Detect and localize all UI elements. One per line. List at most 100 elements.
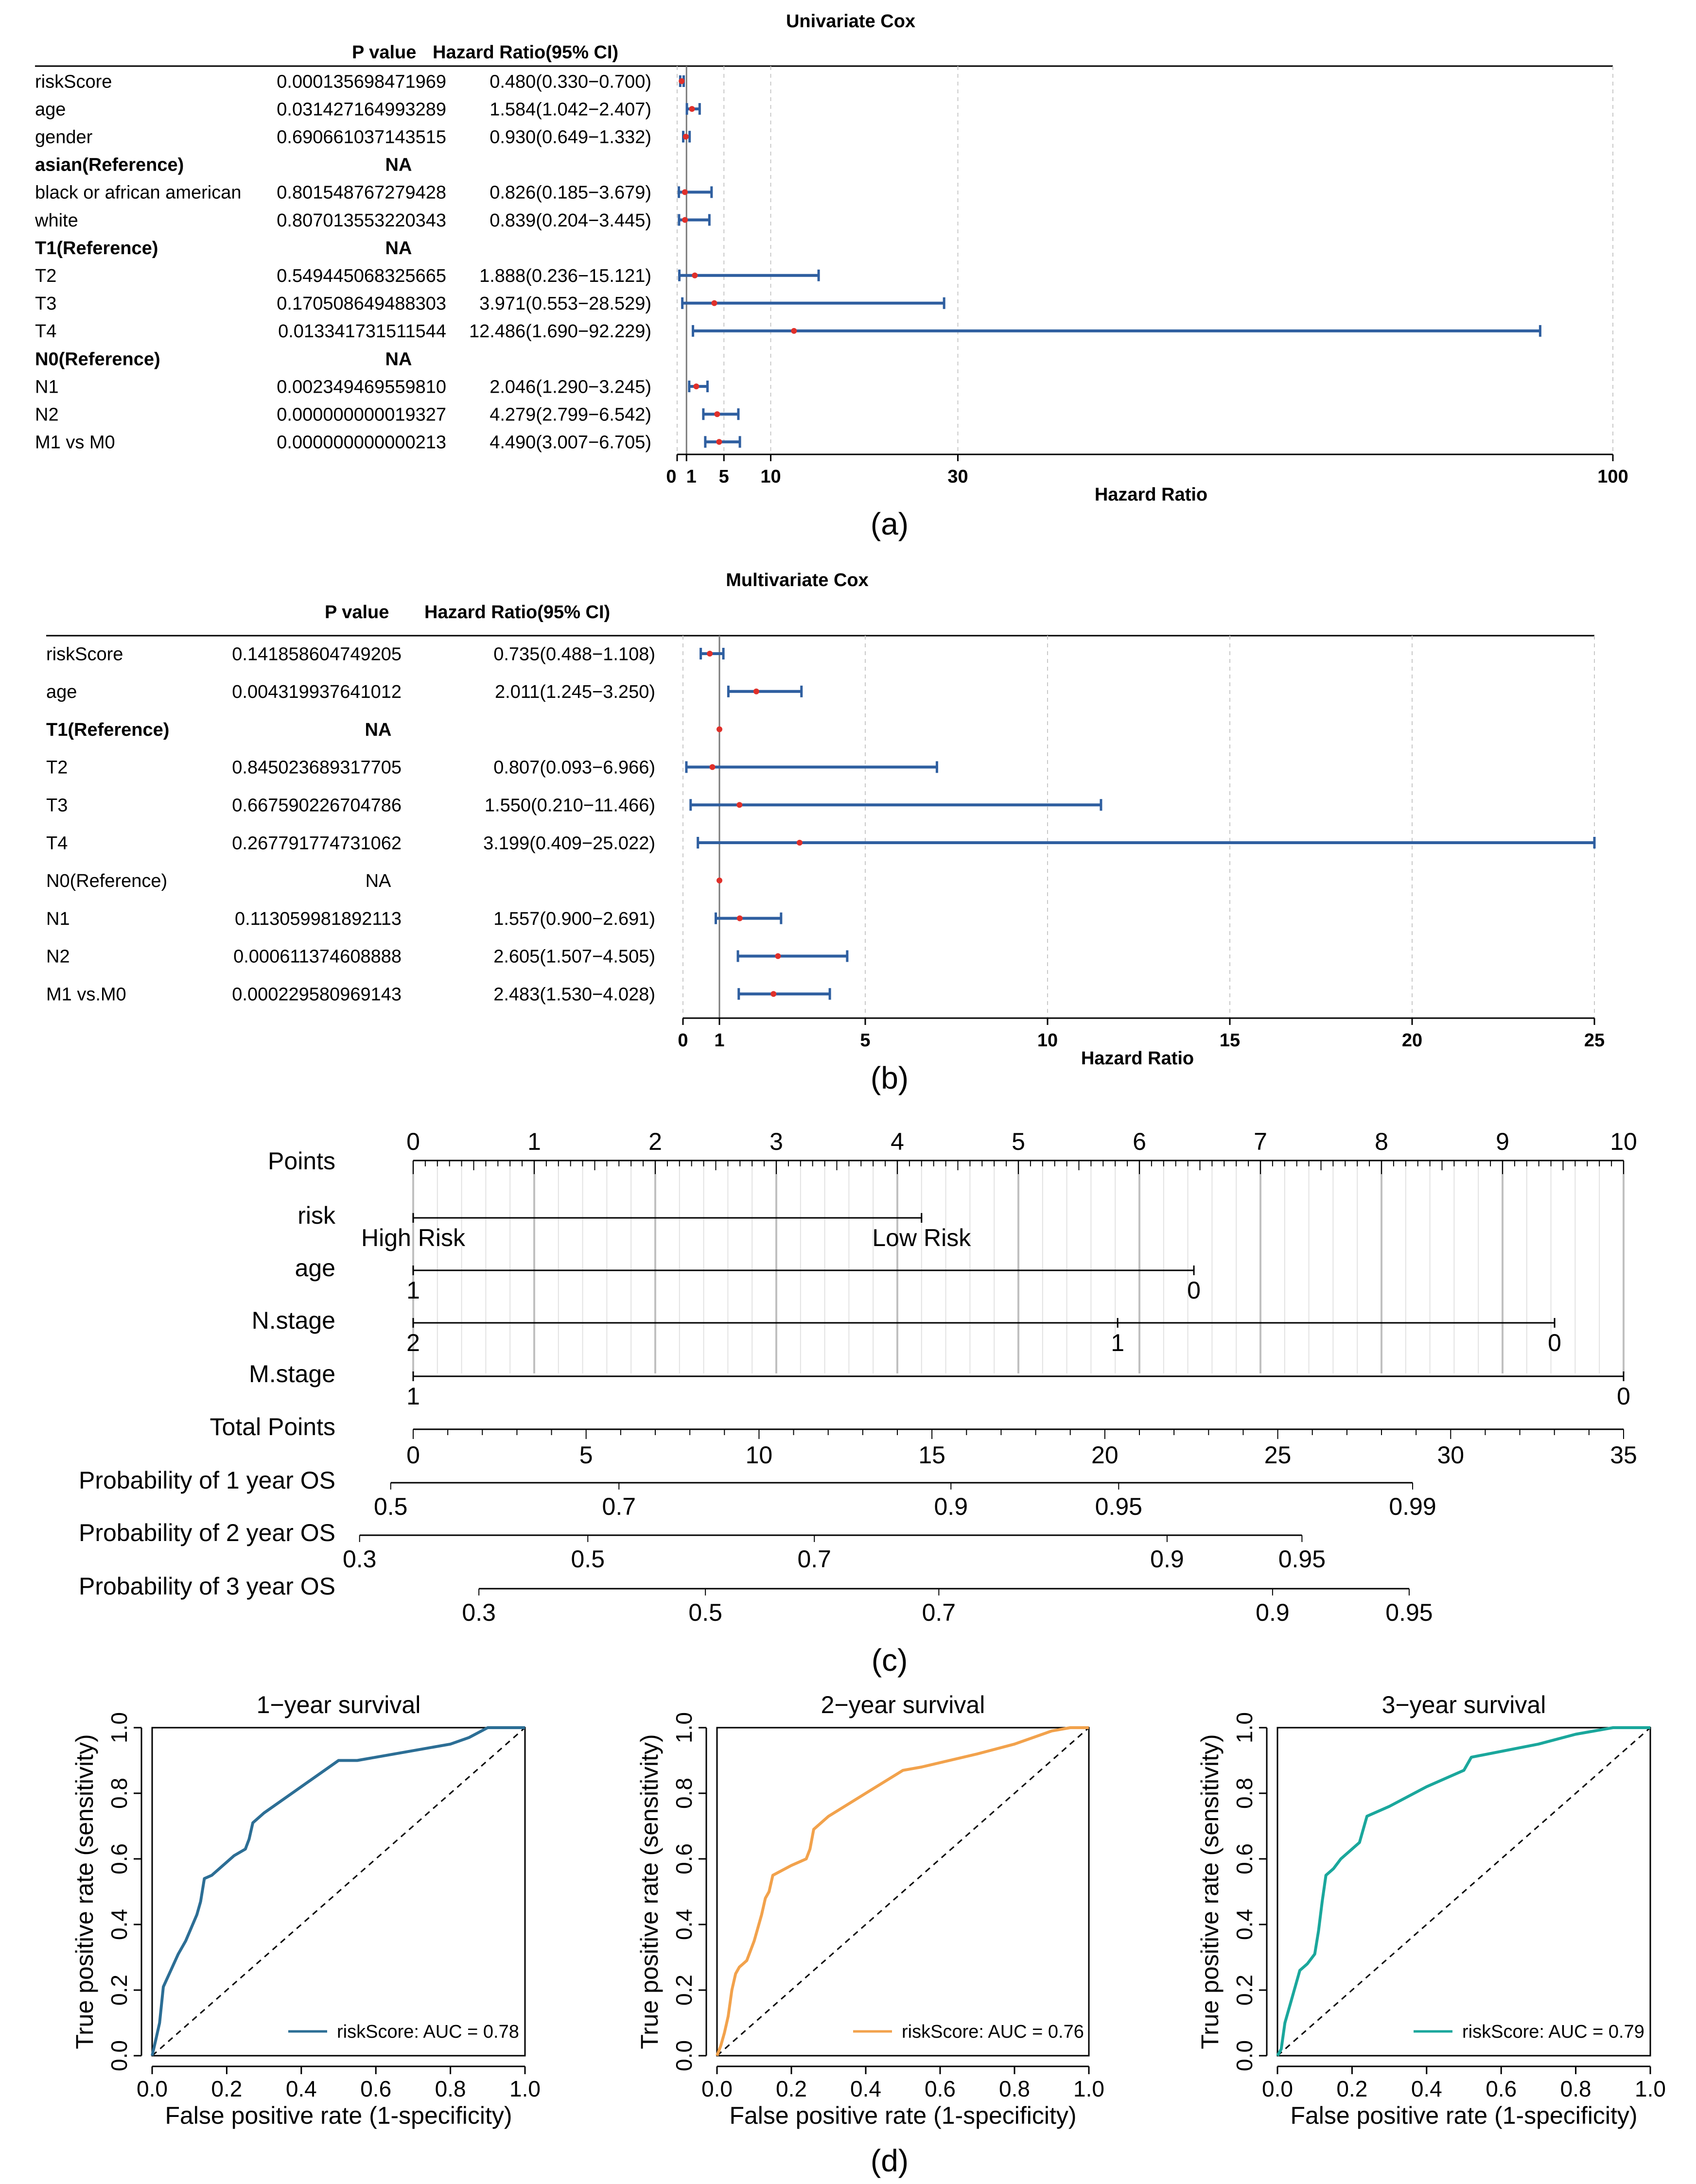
x-axis-title: Hazard Ratio [1095, 485, 1207, 505]
row-hazard-ratio: 0.826(0.185−3.679) [490, 183, 651, 203]
nomogram-row-label: Probability of 3 year OS [79, 1573, 335, 1600]
y-axis-title: True positive rate (sensitivity) [636, 1734, 663, 2049]
row-label: N0(Reference) [35, 349, 160, 369]
probability-tick-label: 0.7 [922, 1599, 956, 1626]
y-tick-label: 1.0 [106, 1712, 132, 1743]
y-tick-label: 0.4 [671, 1909, 697, 1940]
row-label: gender [35, 127, 93, 148]
row-label: white [35, 210, 78, 231]
hazard-ratio-point [711, 300, 717, 306]
row-hazard-ratio: 2.011(1.245−3.250) [495, 682, 655, 702]
y-tick-label: 0.2 [1232, 1975, 1257, 2006]
hazard-ratio-point [689, 106, 695, 112]
y-tick-label: 0.8 [106, 1778, 132, 1809]
row-p-value: 0.004319937641012 [232, 682, 402, 702]
row-p-value: 0.031427164993289 [277, 99, 446, 120]
y-tick-label: 0.8 [671, 1778, 697, 1809]
hazard-ratio-point [714, 411, 720, 417]
variable-tick-label: 1 [406, 1277, 420, 1304]
row-hazard-ratio: 4.490(3.007−6.705) [490, 433, 651, 453]
y-tick-label: 0.8 [1232, 1778, 1257, 1809]
row-label: N1 [35, 377, 59, 397]
row-label: T3 [46, 796, 68, 816]
row-hazard-ratio: 0.930(0.649−1.332) [490, 127, 651, 148]
x-axis-title: False positive rate (1-specificity) [1290, 2102, 1637, 2129]
points-tick-label: 5 [1012, 1128, 1025, 1155]
row-hazard-ratio: 3.199(0.409−25.022) [483, 833, 655, 853]
hazard-ratio-point [775, 953, 781, 959]
x-tick-label: 30 [947, 467, 968, 487]
nomogram-row-label: age [295, 1254, 335, 1282]
total-points-tick-label: 25 [1264, 1441, 1292, 1469]
row-p-value: 0.845023689317705 [232, 758, 402, 778]
probability-tick-label: 0.99 [1389, 1493, 1436, 1520]
row-hazard-ratio: 0.807(0.093−6.966) [493, 758, 655, 778]
row-label: N2 [46, 947, 70, 967]
probability-tick-label: 0.95 [1385, 1599, 1433, 1626]
row-p-value: 0.267791774731062 [232, 833, 402, 853]
y-tick-label: 0.6 [1232, 1843, 1257, 1874]
legend-label: riskScore: AUC = 0.76 [902, 2022, 1084, 2042]
x-tick-label: 0.6 [1486, 2076, 1517, 2101]
total-points-tick-label: 10 [746, 1441, 773, 1469]
roc-curve [151, 1726, 525, 2056]
probability-tick-label: 0.95 [1095, 1493, 1142, 1520]
row-p-value: 0.549445068325665 [277, 266, 446, 286]
total-points-tick-label: 20 [1091, 1441, 1119, 1469]
variable-tick-label: 0 [1187, 1277, 1201, 1304]
row-label: N1 [46, 909, 70, 929]
col-header-hazard-ratio: Hazard Ratio(95% CI) [433, 42, 618, 63]
probability-tick-label: 0.7 [602, 1493, 636, 1520]
hazard-ratio-point [716, 439, 722, 445]
hazard-ratio-point [707, 651, 713, 657]
row-p-value: 0.000229580969143 [232, 985, 402, 1005]
variable-tick-label: 0 [1548, 1329, 1561, 1356]
row-label: asian(Reference) [35, 155, 184, 175]
row-label: N2 [35, 405, 59, 425]
x-axis-title: Hazard Ratio [1081, 1048, 1194, 1069]
y-tick-label: 0.0 [106, 2040, 132, 2071]
x-tick-label: 0.2 [776, 2076, 807, 2101]
y-tick-label: 0.2 [106, 1975, 132, 2006]
row-label: age [35, 99, 66, 120]
x-axis-title: False positive rate (1-specificity) [729, 2102, 1076, 2129]
row-label: M1 vs M0 [35, 433, 115, 453]
hazard-ratio-point [717, 877, 722, 884]
y-tick-label: 1.0 [1232, 1712, 1257, 1743]
x-tick-label: 5 [860, 1030, 870, 1051]
hazard-ratio-point [692, 272, 698, 278]
x-tick-label: 0.8 [999, 2076, 1030, 2101]
panel-b-label: (b) [871, 1060, 909, 1095]
x-tick-label: 0.0 [137, 2076, 168, 2101]
y-tick-label: 0.6 [106, 1843, 132, 1874]
x-tick-label: 0.4 [850, 2076, 881, 2101]
total-points-tick-label: 0 [406, 1441, 420, 1469]
y-axis-title: True positive rate (sensitivity) [71, 1734, 98, 2049]
y-tick-label: 0.4 [1232, 1909, 1257, 1940]
panel-d-roc-curves: 1−year survival 0.00.0 0.2 0.2 0.4 0.4 0.6 0.6 0… [71, 1691, 1666, 2129]
plot-title: 2−year survival [821, 1691, 985, 1718]
points-tick-label: 7 [1254, 1128, 1267, 1155]
row-p-value: 0.000000000019327 [277, 405, 446, 425]
points-tick-label: 2 [648, 1128, 662, 1155]
col-header-p-value: P value [325, 602, 389, 623]
x-tick-label: 0.6 [360, 2076, 391, 2101]
row-p-value: 0.807013553220343 [277, 210, 446, 231]
row-label: T4 [46, 833, 68, 853]
variable-tick-label: High Risk [361, 1224, 466, 1251]
row-hazard-ratio: 0.735(0.488−1.108) [493, 644, 655, 664]
row-p-value: 0.801548767279428 [277, 183, 446, 203]
row-p-value: 0.170508649488303 [277, 294, 446, 314]
probability-tick-label: 0.3 [343, 1545, 377, 1573]
plot-title: 1−year survival [257, 1691, 421, 1718]
hazard-ratio-point [717, 726, 722, 732]
probability-tick-label: 0.9 [1256, 1599, 1290, 1626]
row-p-value: 0.000135698471969 [277, 71, 446, 92]
nomogram-row-label: Probability of 2 year OS [79, 1519, 335, 1546]
row-p-value: 0.013341731511544 [278, 321, 446, 342]
x-tick-label: 0.2 [1336, 2076, 1367, 2101]
row-p-value: 0.113059981892113 [235, 909, 402, 929]
row-hazard-ratio: 1.584(1.042−2.407) [490, 99, 651, 120]
forest-title: Univariate Cox [786, 11, 915, 32]
row-label: T3 [35, 294, 56, 314]
